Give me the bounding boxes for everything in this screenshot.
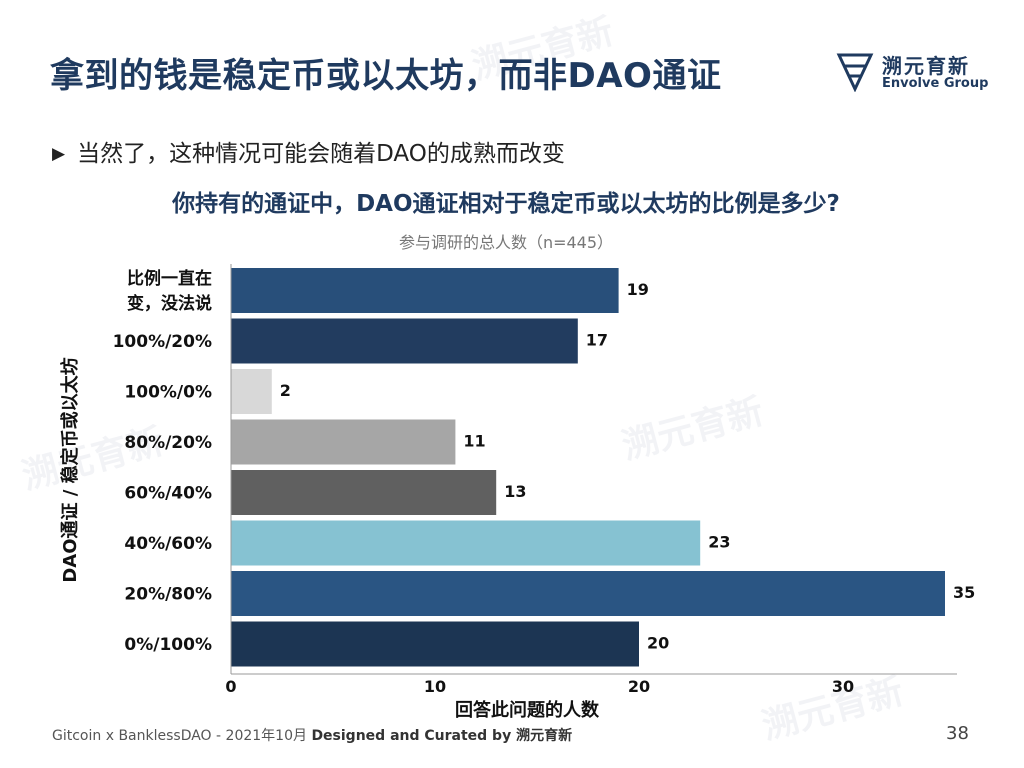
category-label: 变，没法说 — [127, 293, 212, 314]
bar-value-label: 19 — [627, 280, 649, 299]
brand-name-cn: 溯元育新 — [882, 54, 970, 78]
x-axis-label: 回答此问题的人数 — [455, 700, 599, 721]
bar — [231, 268, 619, 313]
bar — [231, 318, 578, 364]
category-label: 0%/100% — [124, 635, 212, 655]
x-tick-label: 30 — [832, 677, 854, 696]
bar-value-label: 20 — [647, 634, 669, 653]
bar-value-label: 23 — [708, 533, 730, 552]
category-label: 100%/0% — [124, 383, 212, 403]
bar-value-label: 2 — [280, 381, 291, 400]
category-label: 比例一直在 — [127, 268, 212, 289]
footer-credit: Designed and Curated by 溯元育新 — [311, 728, 573, 744]
bar — [231, 470, 497, 515]
bar — [231, 621, 639, 667]
triangle-bullet-icon: ▶ — [52, 144, 66, 164]
bar — [231, 369, 272, 414]
footer: Gitcoin x BanklessDAO - 2021年10月 Designe… — [52, 725, 572, 745]
category-label: 40%/60% — [124, 534, 212, 554]
bar-value-label: 35 — [953, 583, 975, 602]
chart-subtitle: 参与调研的总人数（n=445） — [398, 233, 614, 252]
category-label: 100%/20% — [113, 332, 212, 352]
slide-title: 拿到的钱是稳定币或以太坊，而非DAO通证 — [50, 56, 722, 96]
category-label: 60%/40% — [124, 484, 212, 504]
chart-title: 你持有的通证中，DAO通证相对于稳定币或以太坊的比例是多少? — [172, 191, 840, 217]
envolve-logo-icon — [836, 53, 874, 92]
brand-logo: 溯元育新 Envolve Group — [836, 48, 989, 94]
bullet-point: ▶ 当然了，这种情况可能会随着DAO的成熟而改变 — [52, 134, 565, 168]
x-tick-label: 0 — [225, 677, 236, 696]
page-number: 38 — [946, 723, 969, 744]
bar-value-label: 11 — [463, 432, 485, 451]
bar — [231, 571, 945, 616]
bar-value-label: 13 — [504, 482, 526, 501]
bar-value-label: 17 — [586, 331, 608, 350]
footer-source: Gitcoin x BanklessDAO - 2021年10月 — [52, 728, 307, 744]
bar — [231, 419, 456, 465]
category-label: 20%/80% — [124, 585, 212, 605]
x-tick-label: 10 — [424, 677, 446, 696]
bar — [231, 520, 701, 566]
bullet-text: 当然了，这种情况可能会随着DAO的成熟而改变 — [77, 141, 565, 167]
x-tick-label: 20 — [628, 677, 650, 696]
category-label: 80%/20% — [124, 433, 212, 453]
brand-name-en: Envolve Group — [882, 76, 989, 91]
